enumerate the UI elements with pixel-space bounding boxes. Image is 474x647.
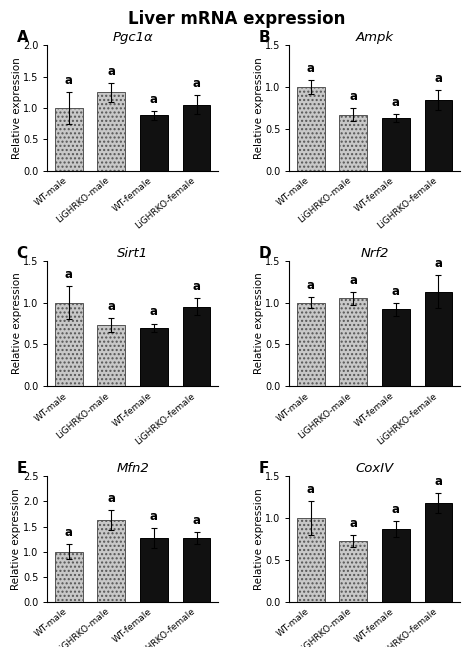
Text: a: a xyxy=(192,514,201,527)
Bar xyxy=(98,520,125,602)
Bar xyxy=(182,538,210,602)
Text: a: a xyxy=(64,268,73,281)
Text: C: C xyxy=(17,246,28,261)
Text: a: a xyxy=(64,74,73,87)
Bar xyxy=(425,503,452,602)
Text: a: a xyxy=(349,90,357,103)
Bar xyxy=(339,298,367,386)
Bar xyxy=(297,87,325,171)
Text: a: a xyxy=(192,78,201,91)
Y-axis label: Relative expression: Relative expression xyxy=(11,57,22,159)
Title: Mfn2: Mfn2 xyxy=(116,462,149,476)
Text: a: a xyxy=(349,517,357,530)
Text: a: a xyxy=(392,503,400,516)
Bar xyxy=(297,303,325,386)
Bar xyxy=(55,552,82,602)
Text: a: a xyxy=(349,274,357,287)
Bar xyxy=(339,541,367,602)
Text: a: a xyxy=(435,72,443,85)
Text: A: A xyxy=(17,30,28,45)
Text: a: a xyxy=(307,62,315,75)
Title: Ampk: Ampk xyxy=(356,31,393,44)
Bar xyxy=(140,538,168,602)
Y-axis label: Relative expression: Relative expression xyxy=(11,272,22,375)
Y-axis label: Relative expression: Relative expression xyxy=(254,272,264,375)
Text: a: a xyxy=(435,475,443,488)
Text: a: a xyxy=(150,510,158,523)
Text: a: a xyxy=(392,96,400,109)
Text: B: B xyxy=(259,30,270,45)
Y-axis label: Relative expression: Relative expression xyxy=(254,57,264,159)
Text: a: a xyxy=(150,93,158,106)
Bar xyxy=(382,118,410,171)
Text: a: a xyxy=(107,492,115,505)
Bar xyxy=(98,325,125,386)
Text: E: E xyxy=(17,461,27,476)
Text: a: a xyxy=(307,279,315,292)
Bar xyxy=(339,115,367,171)
Bar xyxy=(425,292,452,386)
Bar xyxy=(182,105,210,171)
Text: F: F xyxy=(259,461,269,476)
Text: a: a xyxy=(435,257,443,270)
Title: CoxIV: CoxIV xyxy=(356,462,394,476)
Bar xyxy=(425,100,452,171)
Bar xyxy=(182,307,210,386)
Text: a: a xyxy=(392,285,400,298)
Title: Pgc1α: Pgc1α xyxy=(112,31,153,44)
Title: Nrf2: Nrf2 xyxy=(360,247,389,259)
Bar xyxy=(297,518,325,602)
Bar xyxy=(140,115,168,171)
Text: a: a xyxy=(107,300,115,314)
Title: Sirt1: Sirt1 xyxy=(117,247,148,259)
Y-axis label: Relative expression: Relative expression xyxy=(11,488,21,590)
Bar xyxy=(98,93,125,171)
Y-axis label: Relative expression: Relative expression xyxy=(254,488,264,590)
Text: a: a xyxy=(192,280,201,294)
Bar xyxy=(55,303,82,386)
Text: D: D xyxy=(259,246,271,261)
Text: a: a xyxy=(307,483,315,496)
Text: a: a xyxy=(64,526,73,539)
Text: a: a xyxy=(150,305,158,318)
Text: a: a xyxy=(107,65,115,78)
Bar xyxy=(382,529,410,602)
Bar xyxy=(55,108,82,171)
Text: Liver mRNA expression: Liver mRNA expression xyxy=(128,10,346,28)
Bar xyxy=(140,327,168,386)
Bar xyxy=(382,309,410,386)
